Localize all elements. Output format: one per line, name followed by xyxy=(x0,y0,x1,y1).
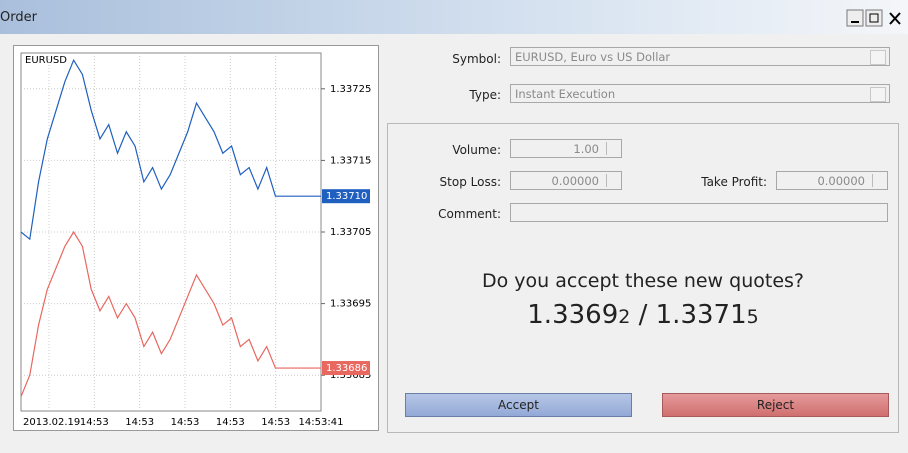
label: Symbol: xyxy=(452,52,501,66)
separator: / xyxy=(638,300,648,330)
x-tick-label: 14:53 xyxy=(80,417,109,428)
requote-question: Do you accept these new quotes? xyxy=(482,270,804,292)
y-tick-label: 1.33685 xyxy=(330,370,371,381)
window-title: Order xyxy=(0,10,37,25)
label: Take Profit: xyxy=(701,175,767,189)
y-tick-label: 1.33725 xyxy=(330,84,371,95)
quote-digits: 1.3369 xyxy=(527,300,619,330)
quotes: 1.33692 / 1.33715 xyxy=(388,300,898,330)
volume-field[interactable]: 1.00 xyxy=(510,139,622,158)
x-tick-label: 14:53 xyxy=(171,417,200,428)
y-tick-label: 1.33715 xyxy=(330,155,371,166)
quote-digits: 1.3371 xyxy=(655,300,747,330)
x-tick-label: 14:53 xyxy=(125,417,154,428)
x-tick-label: 14:53 xyxy=(261,417,290,428)
quote-digits: 2 xyxy=(618,306,631,328)
symbol-combo[interactable]: EURUSD, Euro vs US Dollar xyxy=(510,47,890,66)
window-controls[interactable] xyxy=(846,8,906,30)
value: 0.00000 xyxy=(817,174,865,188)
x-tick-label: 14:53 xyxy=(216,417,245,428)
x-tick-label: 14:53:41 xyxy=(299,417,344,428)
stop-loss-field[interactable]: 0.00000 xyxy=(510,171,622,190)
label: Comment: xyxy=(438,207,501,221)
comment-field[interactable] xyxy=(510,203,888,222)
reject-button[interactable]: Reject xyxy=(662,393,889,417)
price-marker-label: 1.33686 xyxy=(326,363,367,374)
price-line xyxy=(20,58,321,241)
price-line xyxy=(20,230,321,397)
accept-button[interactable]: Accept xyxy=(405,393,632,417)
y-tick-label: 1.33705 xyxy=(330,227,371,238)
price-marker xyxy=(322,189,370,204)
value: 1.00 xyxy=(573,142,599,156)
label: Stop Loss: xyxy=(439,175,501,189)
price-marker-label: 1.33710 xyxy=(326,191,367,202)
take-profit-field[interactable]: 0.00000 xyxy=(776,171,888,190)
symbol-label: EURUSD xyxy=(25,55,67,66)
quote-digits: 5 xyxy=(746,306,759,328)
price-marker xyxy=(322,361,370,376)
value: 0.00000 xyxy=(551,174,599,188)
ask: 1.33715 xyxy=(656,300,759,330)
bid: 1.33692 xyxy=(527,300,630,330)
type-combo[interactable]: Instant Execution xyxy=(510,84,890,103)
tick-chart: EURUSD 1.33685 1.33695 1.33705 1.33715 1.337… xyxy=(13,45,379,431)
label: Type: xyxy=(469,88,501,102)
group-box xyxy=(387,123,899,433)
title-bar xyxy=(0,0,908,34)
label: Volume: xyxy=(452,143,501,157)
x-tick-label: 2013.02.19 xyxy=(23,417,80,428)
y-tick-label: 1.33695 xyxy=(330,299,371,310)
